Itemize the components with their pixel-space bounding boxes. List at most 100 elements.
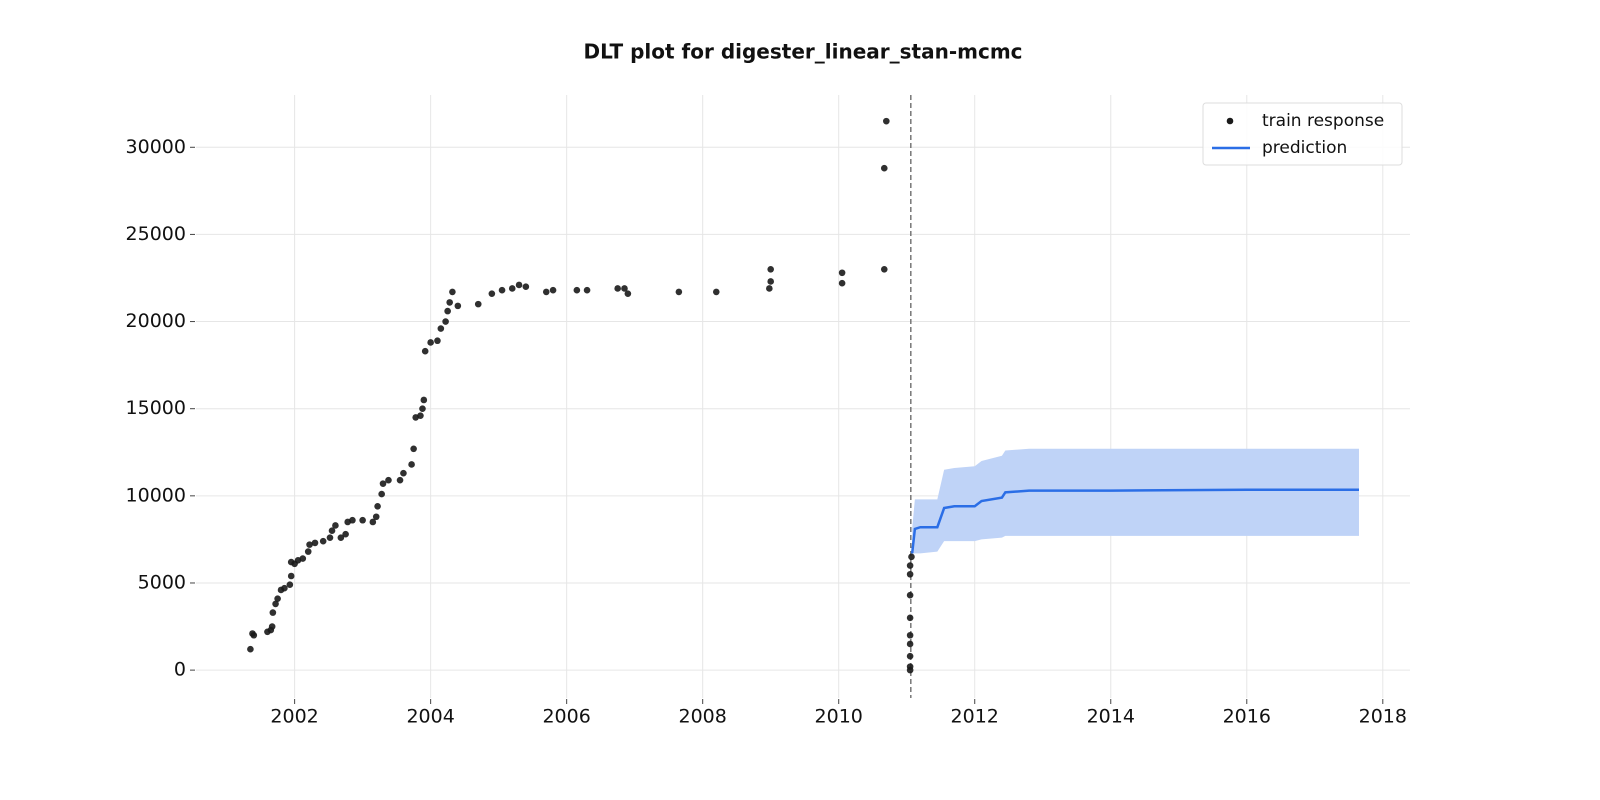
train-point (427, 339, 434, 346)
train-point (420, 396, 428, 404)
train-point (883, 117, 890, 125)
train-point (437, 325, 445, 332)
train-point (573, 286, 581, 294)
x-tick-label: 2014 (1087, 706, 1135, 728)
x-tick-label: 2010 (815, 706, 863, 728)
train-point (906, 591, 914, 599)
legend-label: train response (1262, 111, 1384, 131)
train-point (712, 288, 720, 296)
train-point (299, 555, 307, 562)
train-point (304, 548, 312, 555)
train-point (400, 469, 407, 477)
train-point (379, 480, 387, 487)
train-point (328, 527, 336, 534)
y-tick-label: 20000 (126, 310, 186, 332)
train-point (838, 269, 846, 277)
train-point (880, 164, 888, 172)
train-point (286, 581, 294, 589)
train-point (906, 614, 914, 622)
train-point (442, 318, 449, 325)
train-point (408, 461, 415, 468)
y-tick-label: 15000 (126, 397, 186, 419)
train-point (410, 445, 417, 453)
train-point (583, 286, 591, 294)
legend-box (1202, 102, 1403, 166)
train-point (767, 265, 774, 273)
train-point (421, 347, 429, 355)
train-point (281, 584, 288, 592)
prediction-line (910, 488, 1359, 554)
train-point (908, 553, 915, 561)
train-point (906, 562, 914, 569)
train-point (454, 302, 462, 310)
train-point (374, 502, 381, 510)
train-point (419, 405, 426, 412)
train-point (434, 337, 441, 345)
x-tick-label: 2018 (1359, 706, 1407, 728)
train-point (269, 609, 277, 616)
x-tick-label: 2012 (951, 706, 999, 728)
x-tick-label: 2008 (679, 706, 727, 728)
x-tick-label: 2016 (1223, 706, 1271, 728)
train-point (906, 640, 914, 648)
legend-label: prediction (1262, 138, 1347, 158)
prediction-band (912, 448, 1359, 554)
legend-marker (1226, 117, 1234, 125)
train-point (498, 286, 506, 294)
train-point (444, 307, 451, 315)
train-point (767, 278, 774, 285)
train-point (838, 279, 846, 287)
train-point (766, 285, 773, 292)
train-point (268, 623, 276, 630)
x-tick-label: 2002 (270, 706, 318, 728)
train-point (287, 572, 295, 580)
chart-title: DLT plot for digester_linear_stan-mcmc (583, 40, 1022, 64)
train-point (621, 285, 628, 292)
train-point (906, 652, 914, 660)
train-point (250, 631, 258, 639)
train-point (906, 631, 914, 639)
train-point (474, 300, 482, 308)
train-point (446, 299, 453, 306)
train-point (274, 595, 281, 602)
train-point (342, 530, 349, 538)
train-point (349, 516, 356, 524)
train-point (614, 285, 621, 292)
train-point (522, 283, 530, 291)
train-point (372, 513, 380, 521)
train-point (906, 666, 914, 674)
y-tick-label: 5000 (138, 571, 186, 593)
train-point (675, 288, 683, 296)
legend: train response prediction (1202, 102, 1403, 166)
y-tick-label: 30000 (126, 136, 186, 158)
train-point (417, 412, 424, 419)
train-point (369, 518, 377, 526)
y-tick-label: 0 (174, 659, 186, 681)
train-point (306, 541, 313, 548)
train-point (549, 286, 557, 294)
train-point (247, 645, 254, 653)
train-point (272, 600, 279, 608)
x-tick-label: 2006 (542, 706, 590, 728)
train-point (311, 539, 319, 547)
train-point (624, 290, 632, 297)
train-point (359, 516, 366, 524)
train-point (542, 288, 550, 296)
train-point (906, 570, 914, 578)
train-point (488, 290, 496, 297)
y-tick-label: 10000 (126, 484, 186, 506)
x-tick-label: 2004 (406, 706, 454, 728)
train-point (319, 537, 327, 545)
train-point (396, 476, 404, 484)
train-point (385, 476, 392, 484)
train-point (880, 265, 888, 273)
train-point (332, 522, 339, 529)
train-point (378, 490, 385, 498)
train-point (508, 285, 516, 292)
train-point (515, 281, 523, 289)
train-point (337, 534, 345, 541)
train-point (326, 534, 334, 541)
train-point (449, 288, 456, 296)
y-tick-label: 25000 (126, 223, 186, 245)
